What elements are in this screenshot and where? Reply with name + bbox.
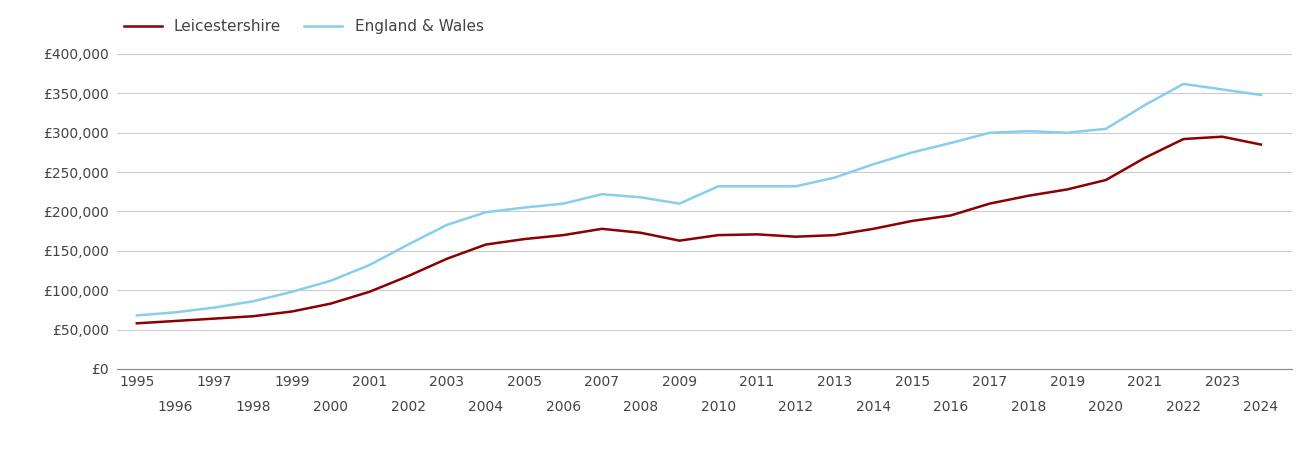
Leicestershire <box>904 218 920 224</box>
England & Wales <box>710 184 726 189</box>
Leicestershire <box>401 273 416 279</box>
Leicestershire <box>517 236 532 242</box>
Leicestershire <box>1021 193 1036 198</box>
Leicestershire <box>944 213 959 218</box>
England & Wales <box>749 184 765 189</box>
England & Wales <box>284 289 300 294</box>
Leicestershire <box>284 309 300 314</box>
England & Wales <box>827 175 843 180</box>
Leicestershire <box>749 232 765 237</box>
Leicestershire <box>1215 134 1231 140</box>
England & Wales <box>401 242 416 247</box>
England & Wales <box>438 222 454 228</box>
England & Wales <box>1021 128 1036 134</box>
England & Wales <box>517 205 532 210</box>
Leicestershire <box>1137 155 1152 161</box>
Leicestershire <box>478 242 493 247</box>
Leicestershire <box>245 314 261 319</box>
Leicestershire <box>1253 142 1268 147</box>
Line: Leicestershire: Leicestershire <box>137 137 1261 323</box>
Leicestershire <box>710 232 726 238</box>
Leicestershire <box>438 256 454 261</box>
England & Wales <box>904 150 920 155</box>
Leicestershire <box>361 289 377 294</box>
England & Wales <box>478 210 493 215</box>
England & Wales <box>1176 81 1191 86</box>
Leicestershire <box>981 201 997 206</box>
England & Wales <box>672 201 688 206</box>
Line: England & Wales: England & Wales <box>137 84 1261 315</box>
England & Wales <box>1253 92 1268 98</box>
Leicestershire <box>672 238 688 243</box>
England & Wales <box>322 278 338 284</box>
Leicestershire <box>1176 136 1191 142</box>
England & Wales <box>129 313 145 318</box>
Leicestershire <box>788 234 804 239</box>
England & Wales <box>245 299 261 304</box>
Legend: Leicestershire, England & Wales: Leicestershire, England & Wales <box>117 13 489 40</box>
England & Wales <box>1060 130 1075 135</box>
England & Wales <box>981 130 997 135</box>
England & Wales <box>1215 87 1231 92</box>
England & Wales <box>168 310 184 315</box>
Leicestershire <box>1098 177 1113 183</box>
Leicestershire <box>206 316 222 321</box>
England & Wales <box>633 194 649 200</box>
Leicestershire <box>1060 187 1075 192</box>
England & Wales <box>594 191 609 197</box>
Leicestershire <box>633 230 649 235</box>
Leicestershire <box>556 232 572 238</box>
Leicestershire <box>129 320 145 326</box>
England & Wales <box>361 262 377 268</box>
Leicestershire <box>168 318 184 324</box>
England & Wales <box>206 305 222 310</box>
Leicestershire <box>594 226 609 231</box>
England & Wales <box>788 184 804 189</box>
England & Wales <box>556 201 572 206</box>
Leicestershire <box>865 226 881 231</box>
England & Wales <box>1098 126 1113 131</box>
England & Wales <box>865 162 881 167</box>
Leicestershire <box>322 301 338 306</box>
England & Wales <box>944 140 959 146</box>
England & Wales <box>1137 103 1152 108</box>
Leicestershire <box>827 232 843 238</box>
